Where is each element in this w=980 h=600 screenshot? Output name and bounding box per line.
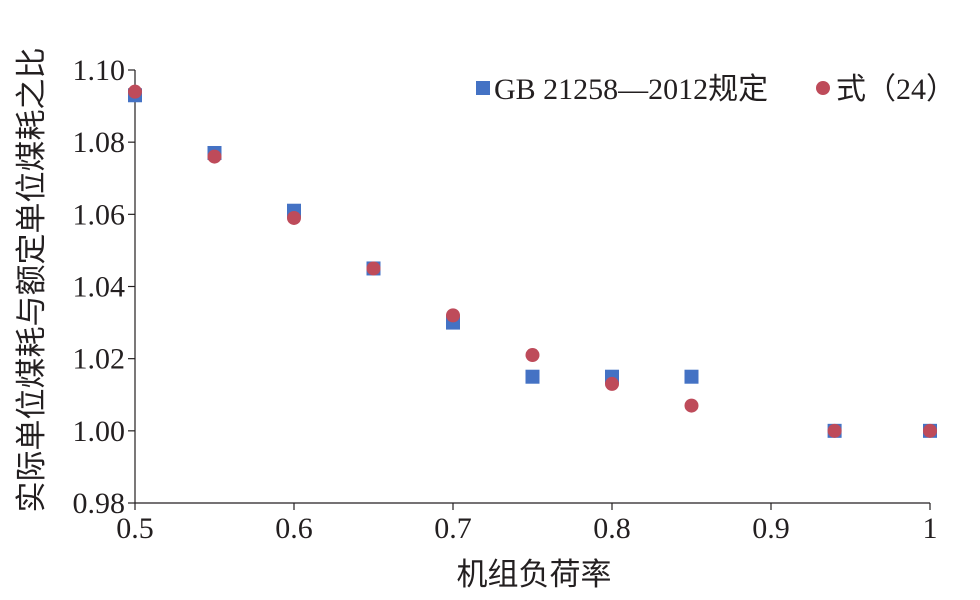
y-axis-title: 实际单位煤耗与额定单位煤耗之比 (14, 48, 49, 513)
legend-square-marker (476, 81, 490, 95)
x-axis-title: 机组负荷率 (457, 557, 612, 592)
circle-marker (923, 423, 937, 438)
circle-marker (207, 149, 222, 164)
circle-marker (366, 261, 381, 276)
y-tick-label: 1.00 (73, 415, 126, 448)
legend-circle-marker (816, 81, 830, 95)
y-tick-label: 1.06 (73, 198, 126, 231)
circle-marker (525, 348, 540, 363)
tick-labels: 0.98 1.00 1.02 1.04 1.06 1.08 1.10 0.5 0.6 0.7 0.8… (73, 54, 938, 545)
y-tick-label: 0.98 (73, 487, 126, 520)
y-tick-label: 1.04 (73, 271, 126, 304)
x-tick-label: 1 (923, 512, 938, 545)
data-points (128, 84, 937, 438)
circle-marker (684, 398, 699, 413)
legend-label-eq24: 式（24） (836, 73, 956, 106)
x-tick-label: 0.5 (116, 512, 154, 545)
axes (128, 69, 931, 510)
x-tick-label: 0.6 (275, 512, 313, 545)
circle-marker (446, 308, 460, 323)
circle-marker (128, 84, 142, 99)
circle-marker (287, 210, 301, 225)
y-tick-label: 1.08 (73, 126, 126, 159)
x-tick-label: 0.9 (752, 512, 790, 545)
circle-marker (605, 376, 619, 391)
legend-label-gb: GB 21258—2012规定 (494, 73, 768, 106)
x-tick-label: 0.8 (593, 512, 631, 545)
square-marker (525, 369, 540, 384)
circle-marker (827, 423, 842, 438)
square-marker (684, 369, 699, 384)
x-tick-label: 0.7 (434, 512, 472, 545)
y-tick-label: 1.10 (73, 54, 126, 87)
y-tick-label: 1.02 (73, 343, 126, 376)
legend: GB 21258—2012规定 式（24） (476, 73, 956, 106)
